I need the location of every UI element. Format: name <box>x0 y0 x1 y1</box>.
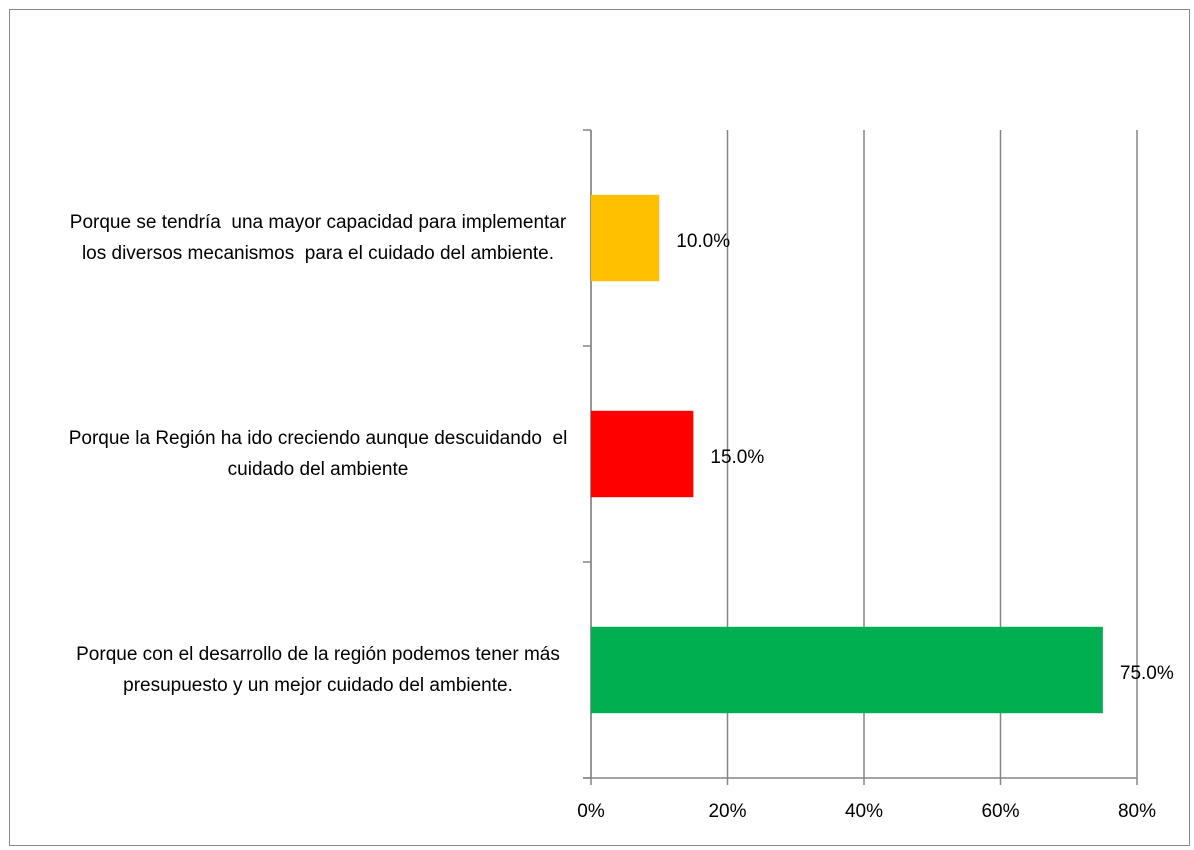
x-tick-label: 20% <box>708 801 746 822</box>
bar <box>591 410 694 498</box>
x-tick-label: 0% <box>577 801 605 822</box>
value-label: 75.0% <box>1120 663 1174 684</box>
x-tick-label: 60% <box>981 801 1019 822</box>
chart-frame <box>9 9 1190 846</box>
y-tick-label: Porque se tendría una mayor capacidad pa… <box>69 212 572 264</box>
value-label: 15.0% <box>710 447 764 468</box>
bar <box>591 194 660 282</box>
y-tick-label: Porque la Región ha ido creciendo aunque… <box>68 428 573 480</box>
bar <box>591 626 1103 714</box>
x-tick-label: 40% <box>845 801 883 822</box>
x-tick-label: 80% <box>1118 801 1156 822</box>
y-tick-label: Porque con el desarrollo de la región po… <box>76 644 566 696</box>
value-label: 10.0% <box>676 231 730 252</box>
